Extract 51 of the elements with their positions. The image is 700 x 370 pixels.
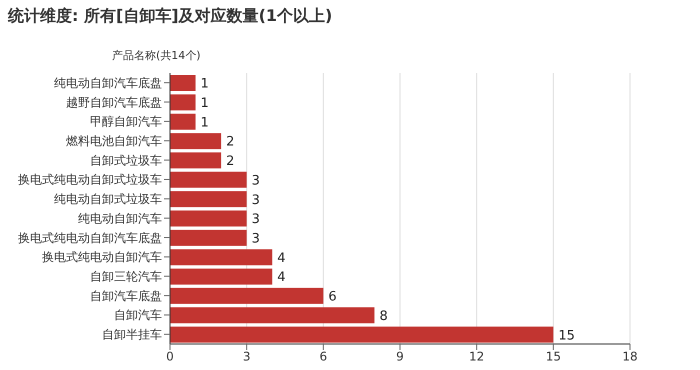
bar: [170, 94, 196, 110]
x-tick-label: 9: [396, 350, 404, 364]
bar: [170, 152, 222, 168]
x-tick-label: 12: [469, 350, 484, 364]
bar: [170, 75, 196, 91]
bar: [170, 172, 247, 188]
bar: [170, 268, 272, 285]
data-label: 3: [252, 173, 260, 188]
data-label: 4: [277, 270, 286, 286]
y-tick-label: 自卸汽车底盘: [90, 288, 162, 303]
bar: [170, 191, 247, 208]
bar: [170, 326, 554, 343]
y-tick-label: 换电式纯电动自卸汽车: [42, 250, 162, 264]
x-tick-label: 3: [242, 350, 250, 364]
y-tick-label: 纯电动自卸汽车: [78, 211, 162, 226]
data-label: 3: [252, 231, 260, 246]
x-tick-label: 6: [320, 350, 328, 364]
bar: [170, 230, 247, 246]
data-label: 2: [226, 154, 234, 170]
y-tick-label: 自卸汽车: [114, 308, 162, 322]
chart-title: 统计维度: 所有[自卸车]及对应数量(1个以上): [8, 6, 332, 27]
y-tick-label: 纯电动自卸式垃圾车: [54, 192, 162, 206]
data-label: 6: [328, 290, 337, 305]
y-tick-label: 自卸三轮汽车: [90, 270, 162, 284]
y-tick-label: 越野自卸汽车底盘: [66, 95, 162, 110]
x-tick-label: 18: [622, 350, 638, 364]
bar: [170, 114, 196, 130]
data-label: 15: [558, 328, 575, 344]
y-tick-label: 自卸半挂车: [102, 328, 162, 342]
bar: [170, 249, 272, 266]
data-label: 1: [200, 96, 209, 111]
y-tick-label: 换电式纯电动自卸式垃圾车: [18, 172, 162, 187]
data-label: 1: [200, 76, 209, 92]
bar: [170, 307, 374, 324]
data-label: 1: [200, 115, 209, 130]
y-tick-label: 纯电动自卸汽车底盘: [54, 76, 162, 90]
y-tick-label: 燃料电池自卸汽车: [66, 134, 162, 148]
data-label: 8: [379, 308, 388, 324]
data-label: 2: [226, 134, 234, 150]
bar: [170, 210, 247, 226]
y-tick-label: 换电式纯电动自卸汽车底盘: [18, 230, 162, 245]
bar: [170, 288, 324, 304]
x-tick-label: 15: [546, 350, 561, 364]
x-tick-label: 0: [166, 350, 174, 364]
bar: [170, 133, 222, 150]
y-tick-label: 自卸式垃圾车: [90, 153, 162, 168]
data-label: 3: [252, 212, 260, 228]
y-tick-label: 甲醇自卸汽车: [90, 114, 162, 129]
data-label: 3: [252, 192, 260, 208]
y-axis-title: 产品名称(共14个): [112, 48, 201, 63]
data-label: 4: [277, 250, 286, 266]
